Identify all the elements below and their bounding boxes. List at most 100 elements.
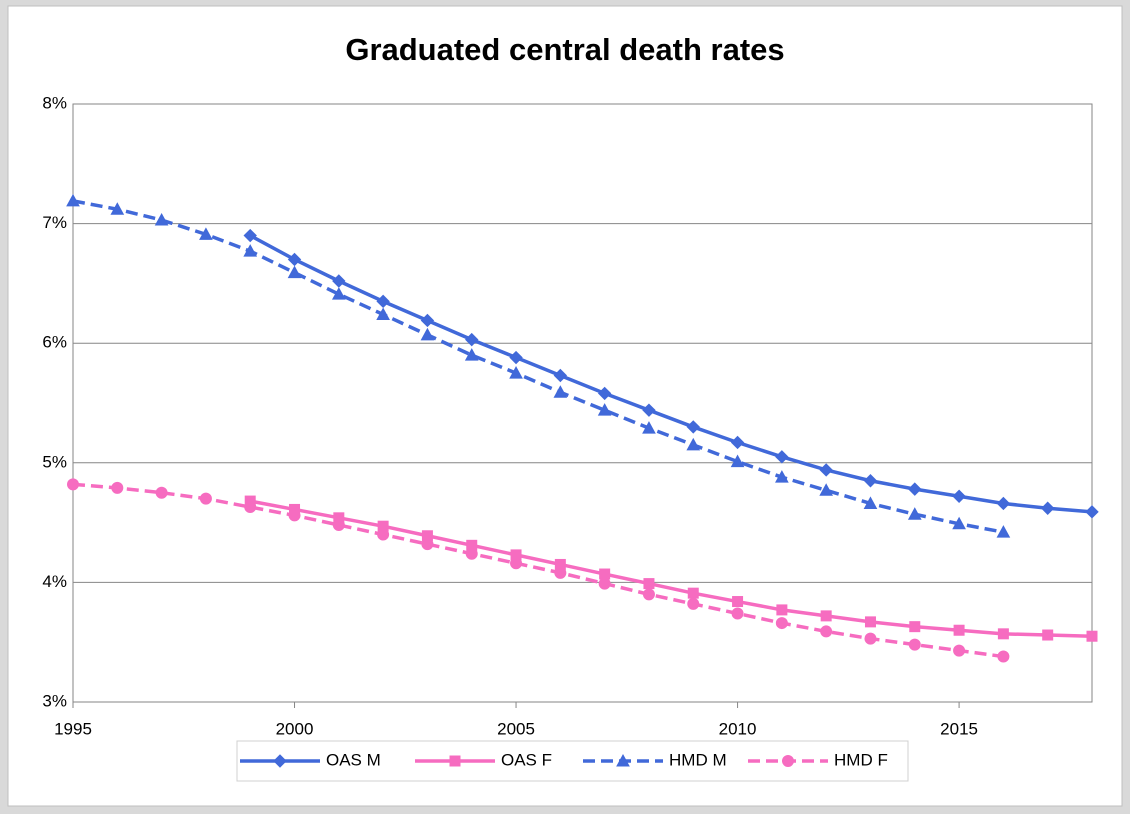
legend-box (236, 740, 909, 782)
marker (909, 621, 921, 633)
marker (1042, 629, 1054, 641)
marker (66, 193, 80, 207)
marker (642, 403, 656, 417)
marker (1040, 501, 1055, 515)
legend-label: OAS M (326, 750, 381, 769)
legend-label: OAS F (501, 750, 552, 769)
marker (819, 463, 833, 477)
y-tick-label: 6% (42, 333, 67, 352)
marker (732, 596, 744, 608)
marker (820, 610, 832, 622)
legend-item: HMD M (583, 750, 727, 769)
marker (243, 244, 258, 257)
marker (782, 755, 794, 767)
marker (775, 617, 788, 630)
marker (908, 638, 921, 651)
chart-title: Graduated central death rates (345, 32, 784, 67)
marker (687, 597, 700, 610)
series-line (249, 234, 1093, 514)
marker (273, 754, 287, 768)
marker (332, 518, 345, 531)
marker (598, 577, 611, 590)
marker (952, 516, 966, 530)
marker (775, 450, 789, 464)
legend-item: OAS M (240, 750, 381, 769)
marker (510, 557, 523, 570)
marker (616, 753, 630, 767)
marker (377, 528, 390, 541)
marker (155, 486, 168, 499)
marker (642, 588, 655, 601)
marker (863, 496, 878, 509)
marker (509, 366, 523, 379)
marker (67, 478, 79, 491)
marker (819, 483, 834, 496)
x-tick-label: 2015 (940, 719, 978, 738)
marker (111, 481, 124, 494)
marker (1085, 505, 1099, 519)
marker (687, 587, 699, 599)
marker (731, 607, 744, 620)
marker (553, 385, 568, 398)
marker (421, 538, 434, 551)
marker (776, 604, 788, 616)
marker (908, 482, 922, 496)
x-tick-label: 2000 (276, 719, 314, 738)
marker (997, 628, 1009, 640)
y-tick-label: 4% (42, 572, 67, 591)
marker (997, 650, 1010, 663)
marker (287, 265, 302, 279)
y-tick-label: 5% (42, 452, 67, 471)
marker (420, 313, 435, 328)
x-tick-label: 2005 (497, 719, 535, 738)
marker (243, 228, 257, 243)
marker (376, 294, 390, 309)
x-tick-label: 2010 (719, 719, 757, 738)
marker (599, 568, 611, 580)
marker (449, 755, 461, 767)
y-tick-label: 8% (42, 93, 67, 112)
marker (996, 525, 1011, 538)
marker (554, 566, 567, 579)
marker (464, 348, 479, 361)
marker (996, 496, 1011, 511)
marker (686, 420, 700, 434)
marker (642, 421, 656, 434)
marker (288, 509, 301, 522)
marker (376, 307, 390, 320)
marker (332, 274, 346, 288)
marker (953, 644, 966, 657)
y-tick-label: 3% (42, 691, 67, 710)
marker (553, 368, 568, 383)
marker (597, 386, 612, 401)
marker (244, 501, 257, 514)
marker (952, 489, 966, 503)
marker (199, 227, 213, 240)
marker (597, 403, 612, 416)
series-line (249, 499, 1093, 638)
marker (730, 435, 745, 450)
marker (1086, 630, 1098, 642)
series-line (72, 199, 1004, 534)
marker (110, 202, 125, 215)
legend-label: HMD M (669, 750, 727, 769)
marker (863, 474, 878, 488)
marker (420, 327, 435, 341)
marker (864, 632, 877, 645)
legend-label: HMD F (834, 750, 888, 769)
marker (730, 454, 745, 468)
marker (509, 350, 523, 365)
x-tick-label: 1995 (54, 719, 92, 738)
marker (331, 287, 346, 300)
legend-item: HMD F (748, 750, 888, 769)
marker (465, 547, 478, 560)
marker (154, 212, 169, 226)
y-tick-label: 7% (42, 213, 67, 232)
marker (820, 625, 833, 638)
marker (686, 437, 701, 451)
marker (775, 470, 789, 483)
series-line (72, 482, 1004, 659)
marker (287, 252, 302, 267)
